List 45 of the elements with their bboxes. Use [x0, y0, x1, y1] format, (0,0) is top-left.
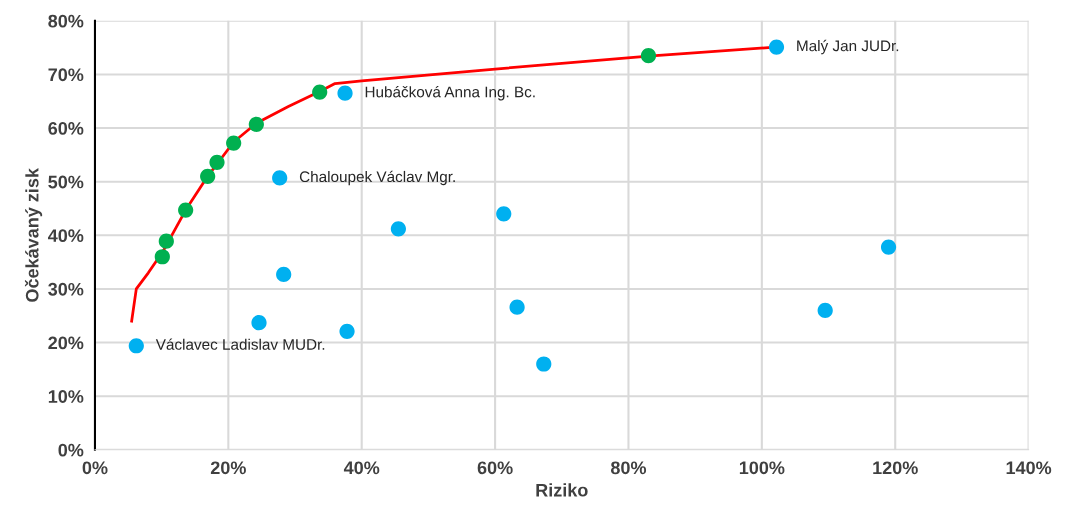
x-tick-label: 40% — [343, 461, 380, 475]
point — [817, 302, 833, 318]
point — [209, 154, 225, 170]
y-axis-title: Očekávaný zisk — [24, 168, 43, 302]
point — [272, 170, 288, 186]
y-tick-label: 30% — [48, 282, 84, 296]
x-tick-label: 20% — [210, 461, 246, 475]
point — [226, 135, 242, 151]
point — [880, 239, 897, 255]
point — [768, 39, 785, 55]
point — [248, 116, 264, 132]
x-tick-label: 0% — [82, 461, 108, 475]
point — [337, 85, 353, 101]
point — [276, 266, 292, 283]
y-tick-label: 20% — [48, 336, 84, 350]
point — [158, 233, 174, 249]
y-tick-label: 60% — [48, 121, 84, 135]
point — [509, 299, 525, 315]
y-tick-label: 0% — [58, 443, 84, 457]
point — [640, 48, 657, 64]
point — [200, 168, 216, 184]
x-tick-label: 60% — [477, 461, 513, 475]
point — [339, 323, 355, 339]
y-tick-label: 50% — [48, 175, 84, 189]
point — [154, 249, 170, 265]
x-axis-title: Riziko — [536, 483, 588, 497]
y-tick-label: 70% — [48, 68, 84, 82]
annotation: Malý Jan JUDr. — [797, 39, 899, 55]
point — [496, 206, 512, 222]
point — [536, 356, 552, 372]
y-tick-label: 40% — [47, 229, 84, 243]
point — [390, 221, 406, 237]
point — [178, 202, 194, 218]
point — [312, 84, 328, 100]
annotation: Chaloupek Václav Mgr. — [299, 170, 455, 186]
x-tick-label: 120% — [873, 461, 918, 475]
y-tick-label: 80% — [48, 14, 84, 28]
x-tick-label: 100% — [739, 461, 785, 475]
point — [128, 338, 144, 354]
annotation: Hubáčková Anna Ing. Bc. — [365, 85, 535, 101]
x-tick-label: 80% — [610, 461, 647, 475]
annotation: Václavec Ladislav MUDr. — [155, 338, 325, 350]
y-tick-label: 10% — [48, 390, 84, 403]
point — [251, 315, 267, 331]
x-tick-label: 140% — [1006, 461, 1052, 475]
